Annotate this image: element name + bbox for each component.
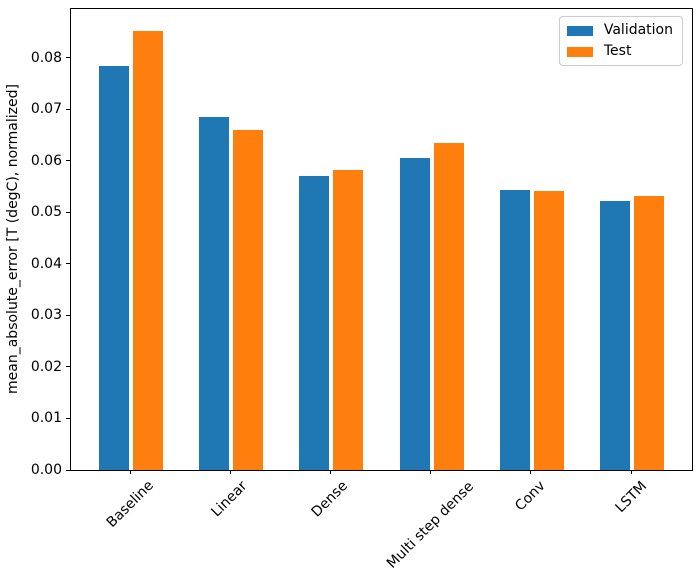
bar-test-5: [634, 196, 664, 470]
ytick-label: 0.06: [30, 152, 62, 169]
legend-label: Validation: [603, 22, 673, 38]
legend: Validation Test: [558, 16, 683, 66]
ytick-mark: [66, 263, 70, 265]
ytick-mark: [66, 314, 70, 316]
xtick-mark: [530, 470, 532, 474]
xtick-mark: [430, 470, 432, 474]
bar-validation-5: [600, 201, 630, 470]
ytick-mark: [66, 417, 70, 419]
legend-swatch-validation-icon: [566, 25, 593, 36]
plot-area: Validation Test: [70, 8, 693, 471]
ytick-label: 0.02: [30, 358, 62, 375]
xtick-mark: [329, 470, 331, 474]
bar-test-3: [433, 143, 464, 470]
ytick-label: 0.08: [30, 49, 62, 66]
bar-validation-3: [399, 158, 430, 470]
xtick-label: Baseline: [103, 477, 157, 532]
bar-test-4: [533, 191, 564, 470]
bar-validation-0: [99, 66, 129, 470]
ytick-label: 0.01: [30, 410, 62, 427]
ytick-mark: [66, 108, 70, 110]
legend-swatch-test-icon: [566, 46, 593, 57]
xtick-label: Conv: [511, 478, 549, 515]
legend-row: Validation: [566, 22, 673, 39]
ytick-label: 0.03: [30, 307, 62, 324]
ytick-mark: [66, 211, 70, 213]
ytick-label: 0.00: [30, 462, 62, 478]
xtick-mark: [229, 470, 231, 474]
ytick-mark: [66, 469, 70, 471]
legend-row: Test: [566, 43, 673, 60]
ytick-mark: [66, 160, 70, 162]
y-axis-label: mean_absolute_error [T (degC), normalize…: [5, 84, 21, 394]
bar-validation-2: [299, 176, 330, 470]
ytick-mark: [66, 57, 70, 59]
xtick-label: Multi step dense: [383, 478, 477, 572]
xtick-mark: [630, 470, 632, 474]
ytick-mark: [66, 366, 70, 368]
bar-validation-4: [499, 190, 530, 470]
ytick-label: 0.07: [30, 101, 62, 118]
bar-test-0: [133, 31, 163, 470]
xtick-label: Linear: [208, 478, 251, 521]
bar-test-1: [233, 130, 264, 470]
xtick-label: LSTM: [611, 477, 650, 516]
bar-validation-1: [199, 117, 230, 470]
ytick-label: 0.04: [30, 255, 62, 272]
xtick-label: Dense: [308, 477, 352, 521]
legend-label: Test: [603, 43, 632, 59]
xtick-mark: [129, 470, 131, 474]
ytick-label: 0.05: [30, 204, 62, 221]
bar-test-2: [333, 170, 364, 470]
